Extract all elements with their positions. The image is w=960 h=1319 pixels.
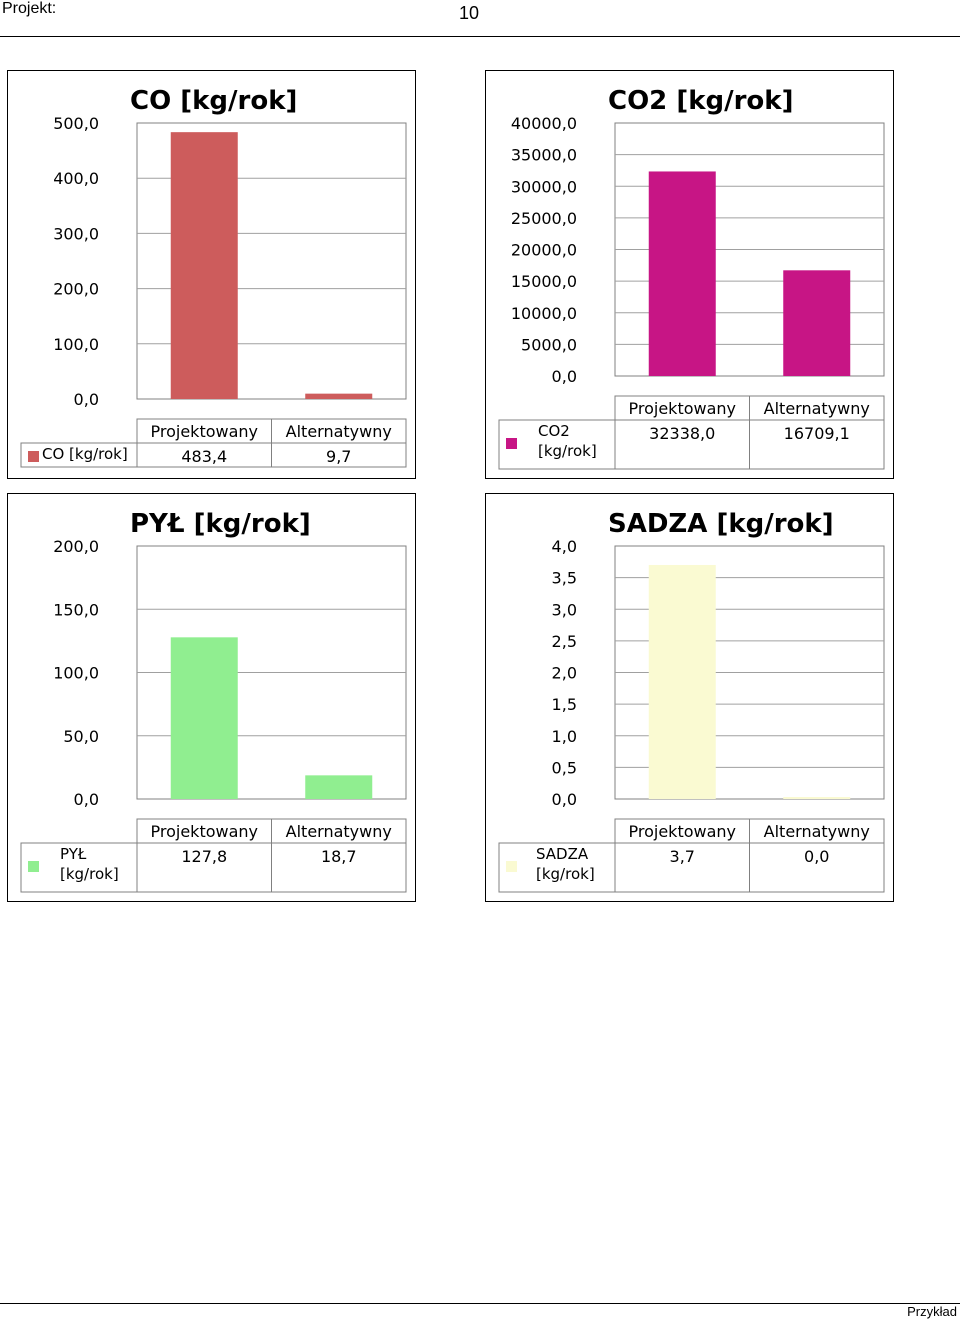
chart-panel-pyl: PYŁ [kg/rok] 0,0 50,0 100,0 150,0 200,0 Projek… [7,493,416,902]
y-tick-label: 200,0 [53,537,99,556]
category-label: Alternatywny [286,422,392,441]
y-tick-label: 2,0 [552,664,577,683]
bar [648,171,716,376]
y-tick-label: 20000,0 [511,241,577,260]
footer-rule [0,1303,960,1304]
bar [170,132,238,399]
page-label: Projekt: [2,0,57,17]
y-tick-label: 10000,0 [511,304,577,323]
data-label: 18,7 [321,847,357,866]
category-label: Alternatywny [286,822,392,841]
chart-svg-co2: CO2 [kg/rok] 0,0 5000,0 10000,0 15000,0 20000… [498,86,885,470]
chart-svg-sadza: SADZA [kg/rok] 0,0 0,5 1,0 1,5 2,0 2,5 3,0 3,5 4,… [498,509,885,893]
data-label: 0,0 [804,847,829,866]
y-tick-label: 0,0 [74,790,99,809]
data-table-row [20,842,407,893]
y-tick-label: 3,5 [552,569,577,588]
legend-label-co: CO [kg/rok] [42,445,128,463]
chart-svg-co: CO [kg/rok] 0,0 100,0 200,0 300,0 400,0 500,0 P… [20,86,407,468]
category-label: Projektowany [629,822,737,841]
bar [305,775,373,799]
bar [648,564,716,799]
chart-panel-co2: CO2 [kg/rok] 0,0 5000,0 10000,0 15000,0 20000… [485,70,894,479]
data-label: 127,8 [181,847,227,866]
y-tick-label: 1,0 [552,727,577,746]
y-tick-label: 400,0 [53,169,99,188]
category-label: Alternatywny [764,822,870,841]
chart-title: CO2 [kg/rok] [608,86,793,116]
legend-key-co2 [506,438,517,449]
data-table-row [498,419,885,470]
data-label: 3,7 [670,847,695,866]
y-tick-label: 100,0 [53,335,99,354]
data-label: 9,7 [326,447,351,466]
legend-key-sadza [506,861,517,872]
chart-panel-co: CO [kg/rok] 0,0 100,0 200,0 300,0 400,0 500,0 P… [7,70,416,479]
y-tick-label: 15000,0 [511,272,577,291]
legend-label-sadza: SADZA [kg/rok] [536,845,595,883]
bar [783,270,851,376]
data-label: 483,4 [181,447,227,466]
bar [170,637,238,799]
y-tick-label: 35000,0 [511,146,577,165]
chart-title: SADZA [kg/rok] [608,509,834,539]
y-tick-label: 1,5 [552,695,577,714]
legend-key-co [28,451,39,462]
legend-key-pyl [28,861,39,872]
y-tick-label: 50,0 [63,727,99,746]
y-tick-label: 100,0 [53,664,99,683]
chart-svg-pyl: PYŁ [kg/rok] 0,0 50,0 100,0 150,0 200,0 Projek… [20,509,407,893]
y-tick-label: 40000,0 [511,114,577,133]
y-tick-label: 30000,0 [511,177,577,196]
y-tick-label: 5000,0 [521,335,577,354]
data-label: 32338,0 [649,424,715,443]
y-tick-label: 3,0 [552,600,577,619]
y-tick-label: 300,0 [53,224,99,243]
data-table-row [20,442,407,468]
y-tick-label: 4,0 [552,537,577,556]
page-number: 10 [459,3,480,23]
legend-label-pyl: PYŁ [kg/rok] [60,845,119,883]
category-label: Projektowany [151,422,259,441]
category-label: Projektowany [151,822,259,841]
data-table-row [498,842,885,893]
chart-panel-sadza: SADZA [kg/rok] 0,0 0,5 1,0 1,5 2,0 2,5 3,0 3,5 4,… [485,493,894,902]
chart-title: CO [kg/rok] [130,86,297,116]
chart-title: PYŁ [kg/rok] [130,509,311,539]
y-tick-label: 200,0 [53,280,99,299]
footer-text: Przykład [907,1304,957,1319]
y-tick-label: 0,0 [552,367,577,386]
legend-label-co2: CO2 [kg/rok] [538,422,597,460]
y-tick-label: 2,5 [552,632,577,651]
category-label: Projektowany [629,399,737,418]
category-label: Alternatywny [764,399,870,418]
y-tick-label: 0,0 [552,790,577,809]
header-rule [0,36,960,37]
data-label: 16709,1 [784,424,850,443]
y-tick-label: 0,5 [552,758,577,777]
y-tick-label: 150,0 [53,600,99,619]
y-tick-label: 0,0 [74,390,99,409]
bar [305,393,373,399]
y-tick-label: 25000,0 [511,209,577,228]
bar [783,797,851,799]
y-tick-label: 500,0 [53,114,99,133]
